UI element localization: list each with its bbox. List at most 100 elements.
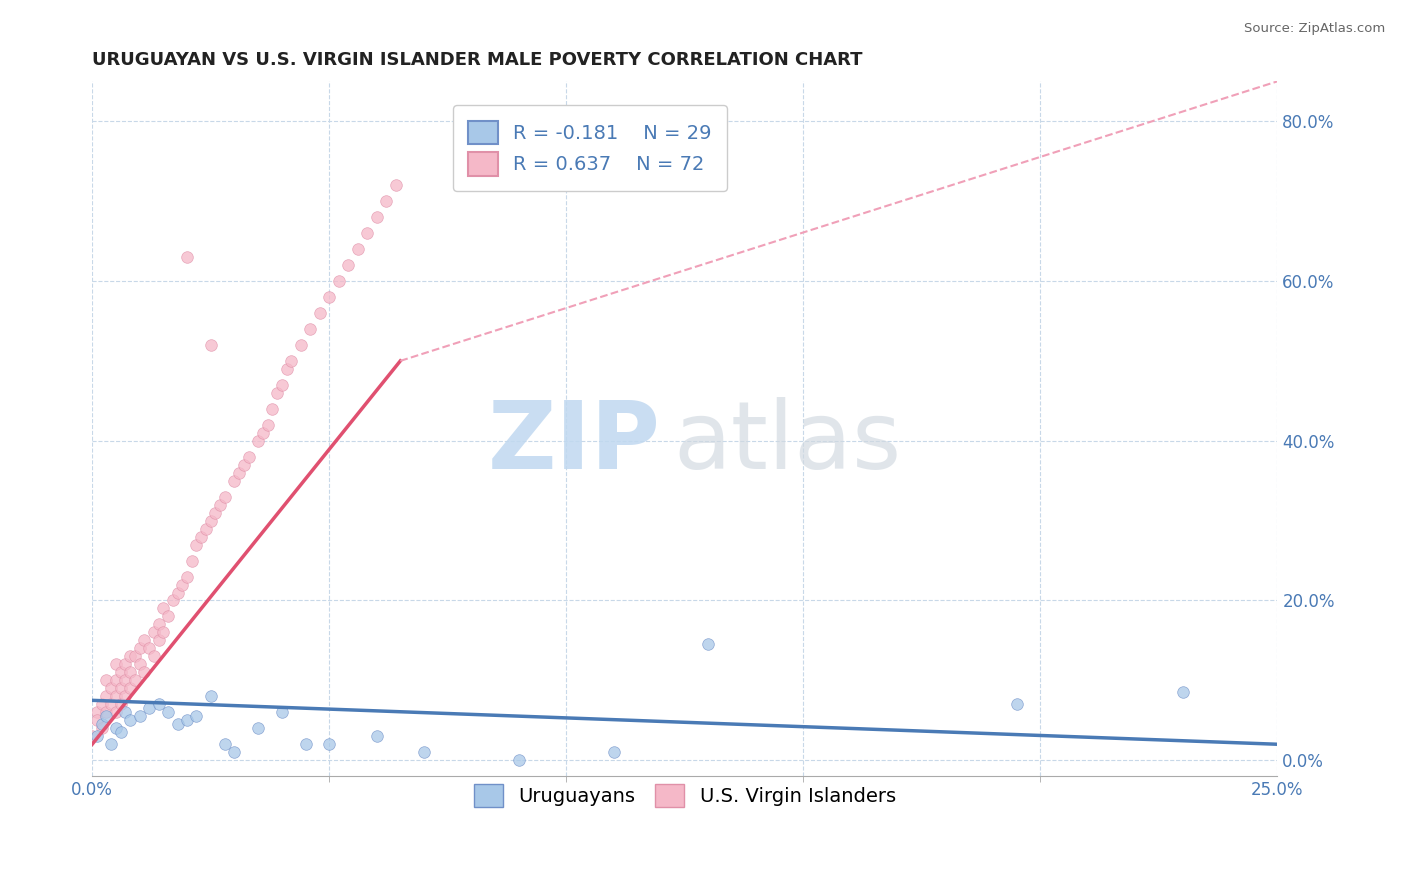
Legend: Uruguayans, U.S. Virgin Islanders: Uruguayans, U.S. Virgin Islanders bbox=[465, 776, 904, 815]
Point bbox=[238, 450, 260, 464]
Point bbox=[90, 717, 112, 731]
Point bbox=[318, 737, 340, 751]
Point bbox=[148, 617, 170, 632]
Point bbox=[110, 698, 132, 712]
Point bbox=[266, 385, 288, 400]
Text: URUGUAYAN VS U.S. VIRGIN ISLANDER MALE POVERTY CORRELATION CHART: URUGUAYAN VS U.S. VIRGIN ISLANDER MALE P… bbox=[93, 51, 863, 69]
Point bbox=[508, 753, 530, 767]
Point bbox=[294, 737, 316, 751]
Point bbox=[180, 553, 202, 567]
Point bbox=[172, 577, 194, 591]
Point bbox=[224, 474, 246, 488]
Point bbox=[299, 322, 322, 336]
Point bbox=[96, 673, 118, 688]
Point bbox=[148, 698, 170, 712]
Point bbox=[128, 641, 150, 656]
Point bbox=[110, 681, 132, 696]
Point bbox=[224, 745, 246, 759]
Point bbox=[166, 717, 188, 731]
Point bbox=[96, 690, 118, 704]
Point bbox=[134, 633, 156, 648]
Point bbox=[232, 458, 254, 472]
Point bbox=[90, 698, 112, 712]
Point bbox=[104, 721, 127, 735]
Point bbox=[148, 633, 170, 648]
Point bbox=[152, 601, 174, 615]
Point bbox=[214, 737, 236, 751]
Point bbox=[104, 657, 127, 672]
Point bbox=[114, 706, 136, 720]
Point bbox=[114, 657, 136, 672]
Point bbox=[262, 401, 284, 416]
Point bbox=[276, 362, 298, 376]
Point bbox=[104, 673, 127, 688]
Point bbox=[86, 706, 108, 720]
Point bbox=[86, 714, 108, 728]
Point bbox=[602, 745, 624, 759]
Point bbox=[200, 690, 222, 704]
Point bbox=[328, 274, 350, 288]
Point bbox=[124, 673, 146, 688]
Point bbox=[697, 637, 720, 651]
Point bbox=[346, 242, 368, 256]
Point bbox=[375, 194, 398, 209]
Point bbox=[413, 745, 436, 759]
Text: Source: ZipAtlas.com: Source: ZipAtlas.com bbox=[1244, 22, 1385, 36]
Point bbox=[162, 593, 184, 607]
Point bbox=[308, 306, 330, 320]
Point bbox=[356, 226, 378, 240]
Point bbox=[138, 701, 160, 715]
Point bbox=[128, 657, 150, 672]
Point bbox=[142, 649, 165, 664]
Point bbox=[86, 729, 108, 743]
Point bbox=[157, 609, 180, 624]
Point bbox=[120, 665, 142, 680]
Point bbox=[100, 698, 122, 712]
Point bbox=[176, 714, 198, 728]
Point bbox=[270, 377, 292, 392]
Point bbox=[128, 709, 150, 723]
Point bbox=[384, 178, 406, 193]
Point bbox=[110, 725, 132, 739]
Point bbox=[152, 625, 174, 640]
Point bbox=[214, 490, 236, 504]
Point bbox=[290, 338, 312, 352]
Point bbox=[280, 354, 302, 368]
Point bbox=[204, 506, 226, 520]
Point bbox=[200, 514, 222, 528]
Point bbox=[270, 706, 292, 720]
Point bbox=[96, 706, 118, 720]
Point bbox=[228, 466, 250, 480]
Point bbox=[90, 721, 112, 735]
Point bbox=[190, 530, 212, 544]
Point bbox=[200, 338, 222, 352]
Point bbox=[114, 673, 136, 688]
Point bbox=[318, 290, 340, 304]
Point bbox=[124, 649, 146, 664]
Point bbox=[1005, 698, 1028, 712]
Text: ZIP: ZIP bbox=[488, 397, 661, 489]
Text: atlas: atlas bbox=[673, 397, 901, 489]
Point bbox=[366, 210, 388, 224]
Point bbox=[247, 721, 270, 735]
Point bbox=[120, 681, 142, 696]
Point bbox=[104, 690, 127, 704]
Point bbox=[100, 737, 122, 751]
Point bbox=[186, 709, 208, 723]
Point bbox=[96, 709, 118, 723]
Point bbox=[82, 729, 104, 743]
Point bbox=[1171, 685, 1194, 699]
Point bbox=[142, 625, 165, 640]
Point bbox=[176, 250, 198, 264]
Point bbox=[114, 690, 136, 704]
Point bbox=[166, 585, 188, 599]
Point bbox=[120, 714, 142, 728]
Point bbox=[247, 434, 270, 448]
Point bbox=[104, 706, 127, 720]
Point bbox=[256, 417, 278, 432]
Point bbox=[120, 649, 142, 664]
Point bbox=[252, 425, 274, 440]
Point bbox=[186, 538, 208, 552]
Point bbox=[157, 706, 180, 720]
Point bbox=[110, 665, 132, 680]
